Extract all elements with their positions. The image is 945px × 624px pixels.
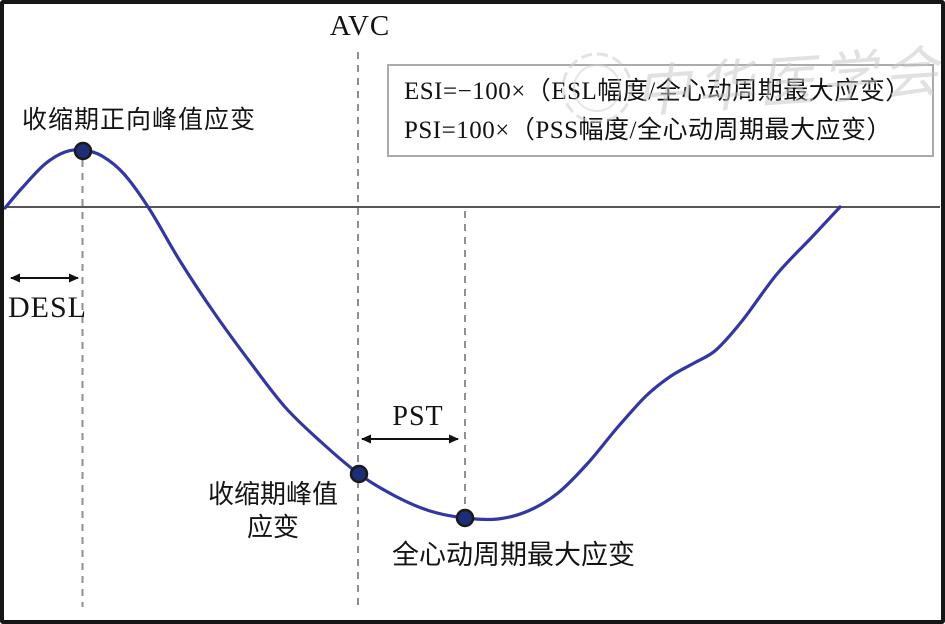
formula-box: ESI=−100×（ESL幅度/全心动周期最大应变） PSI=100×（PSS幅… bbox=[387, 64, 934, 157]
strain-curve bbox=[4, 148, 842, 522]
formula-psi: PSI=100×（PSS幅度/全心动周期最大应变） bbox=[404, 117, 892, 144]
interval-arrows bbox=[10, 273, 459, 444]
avc-label: AVC bbox=[329, 10, 391, 42]
systolic-peak-strain-line1: 收缩期峰值 bbox=[207, 480, 338, 509]
curve-point-markers bbox=[73, 141, 475, 528]
systolic-peak-strain-line2: 应变 bbox=[246, 513, 299, 542]
pst-label: PST bbox=[392, 401, 444, 432]
formula-esi: ESI=−100×（ESL幅度/全心动周期最大应变） bbox=[404, 78, 911, 105]
desl-label: DESL bbox=[8, 291, 87, 324]
max-cycle-strain-label: 全心动周期最大应变 bbox=[392, 540, 635, 570]
systolic-positive-peak-strain-label: 收缩期正向峰值应变 bbox=[22, 107, 257, 134]
systolic-peak-strain-label: 收缩期峰值 应变 bbox=[198, 478, 348, 544]
dashed-reference-lines bbox=[81, 52, 466, 607]
